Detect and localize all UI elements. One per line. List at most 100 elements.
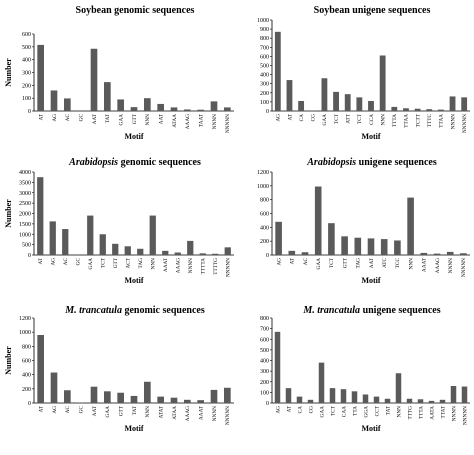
bar-tat <box>104 82 111 111</box>
bar-nnnn <box>210 389 218 403</box>
x-tick-label: TCT <box>334 113 340 124</box>
y-tick-label: 2000 <box>19 212 31 218</box>
y-tick-label: 200 <box>22 387 31 393</box>
x-tick-label: NNN <box>380 114 386 126</box>
y-tick-label: 1000 <box>19 330 31 336</box>
y-tick-label: 200 <box>260 380 269 386</box>
chart-title: Soybean unigene sequences <box>314 5 431 16</box>
x-tick-label: AATA <box>429 406 435 420</box>
bar-nnn <box>149 215 156 255</box>
bar-gaa <box>117 99 124 111</box>
x-tick-label: AC <box>63 258 69 266</box>
y-tick-label: 100 <box>260 390 269 396</box>
chart-title-italic: Arabidopsis <box>68 157 118 168</box>
x-tick-label: TAG <box>356 258 362 269</box>
x-tick-label: AG <box>52 406 58 414</box>
x-axis-label: Motif <box>124 424 143 433</box>
bar-nnnnn <box>224 107 231 111</box>
chart-panel-5: M. trancatula genomic sequences 0 200 400 60… <box>4 305 234 433</box>
y-tick-label: 600 <box>260 212 269 218</box>
chart-title-italic: Arabidopsis <box>306 157 356 168</box>
x-tick-label: TTTA <box>418 406 424 419</box>
y-tick-label: 300 <box>22 71 31 77</box>
x-tick-label: TAT <box>385 405 391 415</box>
bar-taat <box>197 109 204 111</box>
x-tick-label: CA <box>297 406 303 414</box>
x-tick-label: TAG <box>138 258 144 269</box>
bar-tat <box>130 395 138 403</box>
bar-aaat <box>197 400 204 403</box>
y-tick-label: 700 <box>260 327 269 333</box>
y-tick-label: 400 <box>260 359 269 365</box>
chart-title: Soybean genomic sequences <box>76 5 195 16</box>
y-tick-label: 400 <box>22 373 31 379</box>
x-tick-label: CCA <box>369 114 375 125</box>
y-tick-label: 200 <box>260 91 269 97</box>
x-tick-label: CG <box>311 114 317 122</box>
x-axis-label: Motif <box>361 276 380 285</box>
y-tick-label: 800 <box>260 198 269 204</box>
x-tick-label: GAA <box>118 114 124 126</box>
bar-at <box>286 80 293 111</box>
y-tick-label: 800 <box>260 316 269 322</box>
y-tick-label: 3500 <box>19 180 31 186</box>
bar-gga <box>362 394 369 403</box>
bar-nnn <box>144 381 151 403</box>
y-tick-label: 0 <box>266 401 269 407</box>
y-tick-label: 100 <box>260 100 269 106</box>
x-tick-label: NNN <box>145 406 151 418</box>
bar-ttttg <box>212 253 219 255</box>
bar-ac <box>64 98 71 111</box>
bar-tctt <box>414 108 421 111</box>
bar-aaat <box>162 250 169 255</box>
bar-cg <box>307 399 314 403</box>
x-tick-label: GC <box>76 258 82 266</box>
y-tick-label: 600 <box>22 32 31 38</box>
x-tick-label: TCTT <box>415 113 421 127</box>
x-tick-label: NNN <box>151 258 157 270</box>
chart-title: M. trancatula unigene sequences <box>302 305 440 316</box>
y-tick-label: 1000 <box>19 232 31 238</box>
x-tick-label: NNNNN <box>462 114 468 133</box>
x-tick-label: ACT <box>126 257 132 268</box>
y-tick-label: 4000 <box>19 170 31 176</box>
x-tick-label: AG <box>275 406 281 414</box>
bar-aat <box>90 48 98 111</box>
bar-ataa <box>170 397 178 403</box>
y-axis-label: Number <box>4 58 13 87</box>
x-tick-label: CAA <box>341 406 347 417</box>
y-tick-label: 1200 <box>257 170 269 176</box>
y-axis-label: Number <box>4 199 13 228</box>
chart-panel-1: Soybean genomic sequences 0 100 200 300 400 50… <box>4 5 234 141</box>
x-axis-label: Motif <box>124 276 143 285</box>
x-tick-label: NNNN <box>451 406 457 421</box>
x-tick-label: ATAA <box>172 114 178 128</box>
bar-ca <box>296 396 303 403</box>
x-tick-label: TTTTG <box>213 258 219 275</box>
x-tick-label: AAT <box>369 257 375 268</box>
bar-tttg <box>406 398 413 403</box>
x-axis-label: Motif <box>124 132 143 141</box>
bar-gaa <box>314 186 322 255</box>
bar-nnn <box>395 373 402 403</box>
x-tick-label: GTT <box>113 257 119 268</box>
bar-act <box>124 246 131 255</box>
x-tick-label: NNNNN <box>462 406 468 425</box>
x-tick-label: NNN <box>396 406 402 418</box>
x-tick-label: TCT <box>357 113 363 124</box>
bar-ttta <box>417 399 424 403</box>
chart-title-italic: M. trancatula <box>302 305 360 316</box>
x-tick-label: AAAG <box>176 258 182 273</box>
bar-nnnn <box>446 251 454 255</box>
x-tick-label: GAA <box>88 258 94 270</box>
x-tick-label: AT <box>38 405 44 412</box>
bar-tct <box>356 97 363 111</box>
y-tick-label: 800 <box>22 344 31 350</box>
x-tick-label: AAAT <box>422 257 428 272</box>
bar-tct <box>328 223 335 255</box>
chart-panel-6: M. trancatula unigene sequences 0 100 200 30… <box>260 305 470 433</box>
x-tick-label: AT <box>286 405 292 412</box>
y-axis-label: Number <box>4 346 13 375</box>
bar-gaa <box>321 78 328 111</box>
y-tick-label: 500 <box>260 64 269 70</box>
